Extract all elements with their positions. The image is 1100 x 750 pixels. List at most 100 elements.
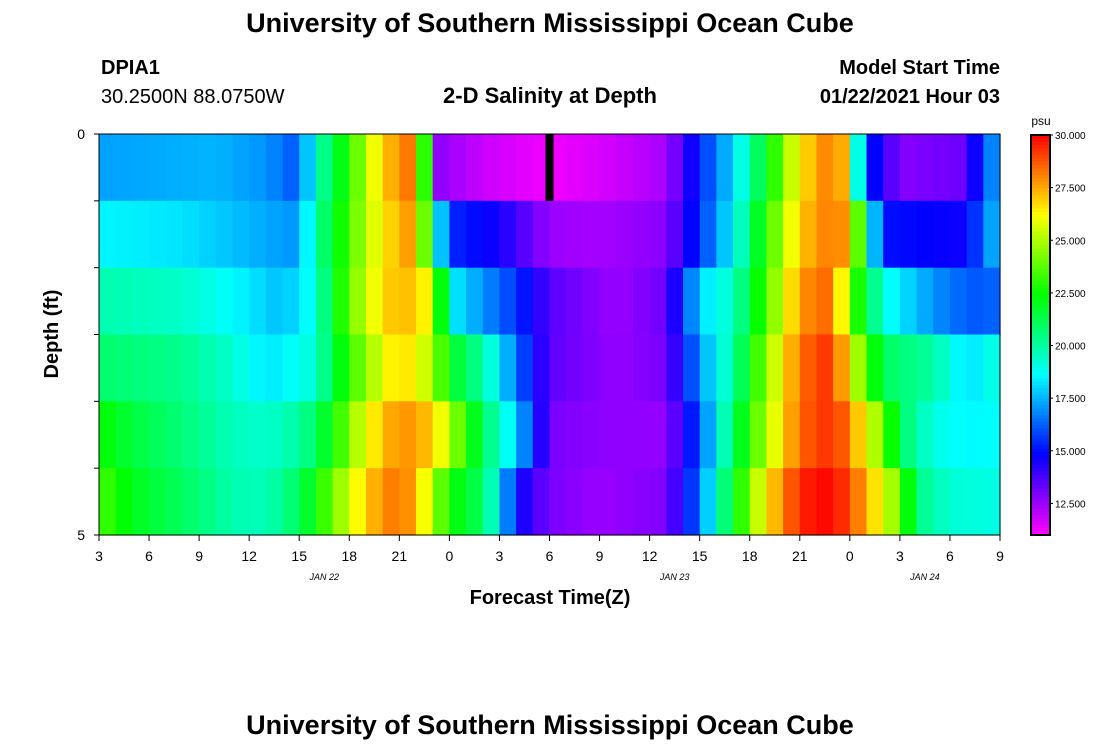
heatmap-cell [232, 267, 250, 336]
heatmap-cell [516, 200, 534, 269]
colorbar-segment [1031, 418, 1050, 423]
x-tick-label: 18 [742, 548, 758, 564]
colorbar-tick-label: 12.500 [1055, 499, 1086, 510]
heatmap-cell [466, 468, 484, 536]
colorbar-unit: psu [1031, 114, 1050, 128]
colorbar-segment [1031, 185, 1050, 189]
heatmap-cell [966, 401, 984, 469]
heatmap-cell [199, 267, 217, 336]
heatmap-cell [349, 200, 367, 269]
heatmap-cell [249, 334, 267, 402]
heatmap-cell [616, 401, 634, 469]
heatmap-cell [599, 401, 617, 469]
heatmap-cell [799, 200, 818, 269]
heatmap-cell [616, 267, 634, 336]
x-tick-label: 12 [642, 548, 658, 564]
heatmap-cell [466, 134, 484, 202]
heatmap-cell [432, 334, 450, 402]
colorbar-segment [1031, 411, 1050, 416]
heatmap-cell [399, 334, 417, 402]
colorbar-segment [1031, 325, 1050, 329]
colorbar-segment [1031, 451, 1050, 456]
colorbar-segment [1031, 141, 1050, 146]
colorbar-segment [1031, 215, 1050, 219]
heatmap-cell [516, 334, 534, 402]
heatmap-cell [733, 134, 751, 202]
heatmap-cell [616, 468, 634, 536]
heatmap-cell [365, 334, 384, 402]
heatmap-cell [733, 334, 751, 402]
heatmap-cell [933, 334, 951, 402]
heatmap-cell [933, 401, 951, 469]
heatmap-cell [516, 468, 534, 536]
colorbar-segment [1031, 295, 1050, 299]
heatmap-cell [382, 468, 400, 536]
heatmap-cell [182, 468, 200, 536]
heatmap-cell [849, 134, 868, 202]
heatmap-cell [899, 334, 918, 402]
heatmap-cell [432, 134, 450, 202]
heatmap-cell [499, 468, 517, 536]
heatmap-cell [866, 134, 884, 202]
heatmap-cell [549, 401, 567, 469]
heatmap-cell [482, 468, 501, 536]
colorbar-segment [1031, 285, 1050, 289]
heatmap-cell [99, 334, 117, 402]
colorbar-segment [1031, 281, 1050, 286]
colorbar-segment [1031, 308, 1050, 313]
colorbar-segment [1031, 318, 1050, 323]
x-tick-label: 15 [291, 548, 307, 564]
heatmap-cell [165, 468, 184, 536]
heatmap-cell [966, 267, 984, 336]
heatmap-cell [766, 401, 784, 469]
x-tick-label: 0 [445, 548, 453, 564]
heatmap-cell [933, 468, 951, 536]
heatmap-cell [582, 200, 601, 269]
x-tick-label: 21 [792, 548, 808, 564]
heatmap-cell [582, 267, 601, 336]
heatmap-cell [833, 468, 851, 536]
heatmap-cell [282, 334, 300, 402]
heatmap-cell [149, 334, 167, 402]
heatmap-cell [282, 401, 300, 469]
heatmap-cell [849, 334, 868, 402]
heatmap-cell [215, 200, 234, 269]
x-tick-label: 6 [145, 548, 153, 564]
heatmap-cell [365, 267, 384, 336]
x-tick-label: 6 [946, 548, 954, 564]
heatmap-cell [816, 334, 834, 402]
station-id: DPIA1 [101, 57, 160, 79]
page-title: University of Southern Mississippi Ocean… [246, 8, 854, 38]
colorbar-segment [1031, 261, 1050, 266]
heatmap-cell [632, 334, 651, 402]
colorbar-tick-label: 22.500 [1055, 289, 1086, 300]
heatmap-cell [399, 468, 417, 536]
x-axis-label: Forecast Time(Z) [470, 587, 631, 609]
heatmap-cell [682, 468, 701, 536]
heatmap-cell [466, 267, 484, 336]
heatmap-cell [666, 200, 684, 269]
heatmap-cell [432, 401, 450, 469]
colorbar-segment [1031, 328, 1050, 333]
plot-title: 2-D Salinity at Depth [443, 83, 657, 108]
heatmap-cell [766, 200, 784, 269]
colorbar-segment [1031, 275, 1050, 279]
heatmap-cell [783, 267, 801, 336]
heatmap-cell [682, 200, 701, 269]
heatmap-cell [482, 401, 501, 469]
colorbar-tick-label: 30.000 [1055, 131, 1086, 142]
heatmap-cell [849, 267, 868, 336]
heatmap-cell [716, 134, 734, 202]
heatmap-cell [315, 468, 334, 536]
heatmap-cell [265, 134, 284, 202]
colorbar-segment [1031, 298, 1050, 303]
heatmap-cell [332, 134, 350, 202]
colorbar-segment [1031, 191, 1050, 196]
heatmap-cell [916, 334, 934, 402]
colorbar-tick-label: 27.500 [1055, 184, 1086, 195]
colorbar-segment [1031, 461, 1050, 466]
heatmap-cell [99, 267, 117, 336]
colorbar-segment [1031, 351, 1050, 356]
colorbar-segment [1031, 155, 1050, 159]
